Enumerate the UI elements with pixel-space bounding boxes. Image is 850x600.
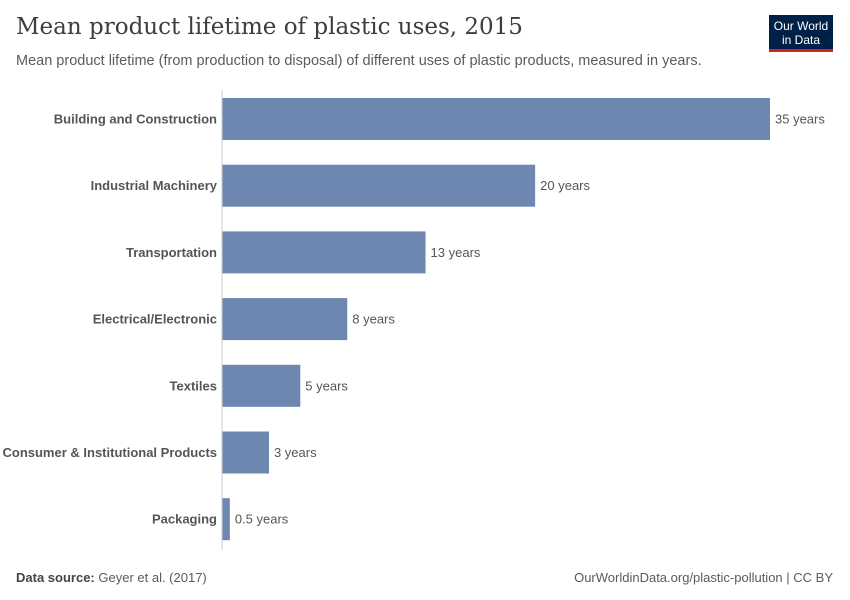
category-label: Textiles [170,378,217,393]
chart-subtitle: Mean product lifetime (from production t… [16,53,702,69]
category-label: Packaging [152,512,217,527]
bar-chart: Building and Construction 35 years Industr… [2,90,825,550]
category-label: Industrial Machinery [91,178,218,193]
data-label: 20 years [540,178,590,193]
owid-logo[interactable]: Our World in Data [769,15,833,52]
data-label: 0.5 years [235,512,289,527]
bar[interactable] [222,431,269,474]
bar[interactable] [222,498,230,541]
category-label: Transportation [126,245,217,260]
source-label: Data source: [16,570,95,585]
data-label: 5 years [305,378,348,393]
data-label: 3 years [274,445,317,460]
data-label: 8 years [352,312,395,327]
data-label: 35 years [775,112,825,127]
category-label: Consumer & Institutional Products [2,445,217,460]
bar[interactable] [222,364,301,407]
bar[interactable] [222,298,348,341]
bar[interactable] [222,231,426,274]
category-label: Building and Construction [54,112,217,127]
category-label: Electrical/Electronic [93,312,217,327]
bar[interactable] [222,164,536,207]
license[interactable]: OurWorldinData.org/plastic-pollution | C… [574,570,833,585]
source-link[interactable]: Geyer et al. (2017) [98,570,207,585]
data-source: Data source: Geyer et al. (2017) [16,570,207,585]
data-label: 13 years [431,245,481,260]
logo-text: Our World in Data [773,19,829,47]
bar[interactable] [222,98,770,140]
chart-title: Mean product lifetime of plastic uses, 2… [16,14,523,40]
